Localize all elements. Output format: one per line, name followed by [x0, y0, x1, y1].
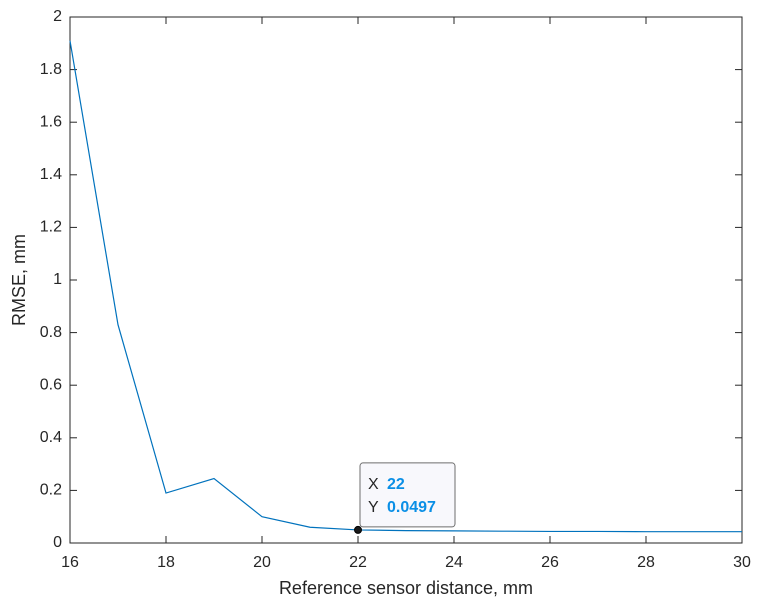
- x-tick-label: 20: [253, 554, 271, 571]
- x-tick-label: 18: [157, 554, 175, 571]
- y-tick-label: 1.6: [40, 113, 62, 130]
- line: [69, 40, 742, 533]
- x-axis-label: Reference sensor distance, mm: [279, 578, 533, 598]
- datatip-y-value: 0.0497: [387, 499, 436, 516]
- x-tick-label: 30: [733, 554, 751, 571]
- y-tick-label: 1.2: [40, 219, 62, 236]
- x-tick-label: 24: [445, 554, 463, 571]
- y-tick-label: 0.6: [40, 376, 62, 393]
- y-tick-label: 0.4: [40, 429, 62, 446]
- y-axis-label: RMSE, mm: [9, 234, 29, 326]
- datatip: X 22 Y 0.0497: [359, 462, 456, 528]
- datatip-x-value: 22: [387, 476, 405, 493]
- y-tick-label: 2: [53, 8, 62, 25]
- x-tick-label: 26: [541, 554, 559, 571]
- x-tick-label: 22: [349, 554, 367, 571]
- x-tick-label: 28: [637, 554, 655, 571]
- datatip-marker: [354, 525, 362, 534]
- y-tick-label: 1.4: [40, 166, 62, 183]
- datatip-box: [359, 462, 456, 528]
- y-tick-label: 1.8: [40, 61, 62, 78]
- y-tick-label: 1: [53, 271, 62, 288]
- x-tick-label: 16: [61, 554, 79, 571]
- datatip-y-label: Y: [368, 499, 379, 516]
- y-tick-label: 0: [53, 534, 62, 551]
- y-tick-label: 0.2: [40, 482, 62, 499]
- y-tick-label: 0.8: [40, 324, 62, 341]
- datatip-x-label: X: [368, 476, 379, 493]
